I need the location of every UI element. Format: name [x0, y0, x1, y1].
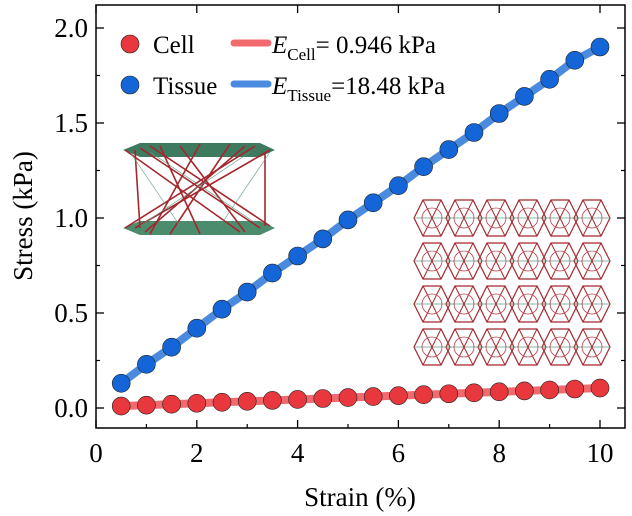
data-point-tissue — [212, 299, 232, 319]
data-point-cell — [263, 391, 282, 410]
data-point-cell — [515, 381, 534, 401]
data-point-tissue — [540, 70, 559, 89]
data-point-tissue — [313, 229, 333, 249]
y-tick-label: 1.0 — [54, 203, 88, 233]
data-point-cell — [137, 395, 156, 415]
legend: Cell Tissue ECell= 0.946 kPa ETissue=18.… — [120, 32, 445, 105]
y-tick-label: 2.0 — [54, 13, 88, 43]
data-point-cell — [389, 386, 408, 405]
data-point-tissue — [288, 246, 307, 266]
data-point-tissue — [187, 318, 207, 338]
legend-marker-tissue — [120, 75, 140, 95]
data-point-tissue — [111, 373, 131, 393]
y-tick-label: 0.0 — [54, 393, 88, 423]
data-point-tissue — [590, 37, 610, 57]
legend-fit-label-tissue: ETissue=18.48 kPa — [271, 73, 445, 105]
data-point-tissue — [414, 157, 433, 176]
data-point-cell — [212, 392, 232, 412]
data-point-tissue — [515, 87, 534, 106]
y-tick-label: 1.5 — [54, 108, 88, 138]
tissue-structure-inset — [413, 199, 611, 366]
data-point-cell — [363, 387, 383, 406]
x-tick-label: 6 — [392, 438, 406, 468]
data-point-cell — [540, 380, 559, 400]
x-tick-label: 4 — [291, 438, 305, 468]
y-axis-label: Stress (kPa) — [8, 151, 38, 281]
legend-fit-label-cell: ECell= 0.946 kPa — [271, 32, 436, 64]
data-point-cell — [565, 379, 585, 399]
data-point-tissue — [237, 282, 257, 302]
data-point-cell — [489, 382, 509, 402]
data-point-tissue — [565, 50, 585, 70]
data-point-cell — [338, 388, 358, 407]
x-tick-label: 8 — [492, 438, 506, 468]
data-point-tissue — [363, 193, 383, 213]
plot-frame — [95, 4, 626, 429]
data-point-cell — [111, 396, 131, 416]
data-point-cell — [187, 393, 207, 413]
data-point-tissue — [464, 123, 484, 142]
legend-label-cell: Cell — [153, 32, 195, 59]
cell-structure-inset — [123, 143, 275, 235]
data-point-tissue — [162, 337, 181, 357]
data-point-cell — [288, 390, 307, 409]
legend-marker-cell — [120, 34, 140, 54]
data-point-cell — [439, 384, 459, 404]
x-tick-label: 0 — [89, 438, 103, 468]
data-point-cell — [162, 394, 181, 414]
data-point-cell — [313, 389, 333, 408]
y-tick-label: 0.5 — [54, 298, 88, 328]
data-point-cell — [590, 378, 610, 398]
data-point-cell — [414, 385, 433, 405]
data-point-cell — [237, 392, 257, 411]
data-point-tissue — [389, 176, 408, 195]
data-point-tissue — [489, 104, 509, 123]
data-point-tissue — [263, 263, 282, 283]
x-axis-label: Strain (%) — [304, 482, 416, 512]
data-point-cell — [464, 383, 484, 403]
x-tick-label: 2 — [190, 438, 204, 468]
data-point-tissue — [137, 354, 156, 374]
legend-label-tissue: Tissue — [153, 73, 217, 100]
x-tick-label: 10 — [587, 438, 614, 468]
data-point-tissue — [338, 210, 358, 230]
data-point-tissue — [439, 140, 459, 159]
